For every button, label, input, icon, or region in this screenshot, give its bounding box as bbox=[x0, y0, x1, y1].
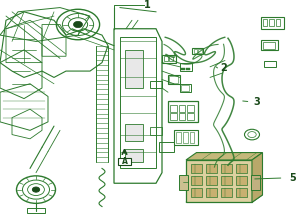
Bar bbox=[120, 37, 156, 168]
Bar bbox=[178, 175, 188, 190]
Bar bbox=[187, 105, 194, 112]
Text: 2: 2 bbox=[220, 63, 227, 73]
Bar bbox=[169, 76, 178, 83]
Bar bbox=[261, 17, 284, 29]
Text: 5: 5 bbox=[290, 173, 296, 183]
Bar bbox=[191, 188, 202, 197]
Bar bbox=[206, 176, 217, 185]
Bar bbox=[179, 105, 185, 112]
Bar bbox=[269, 18, 274, 26]
Bar bbox=[192, 48, 203, 54]
Bar bbox=[261, 40, 278, 50]
Bar bbox=[180, 84, 190, 92]
Bar bbox=[124, 124, 142, 141]
Bar bbox=[187, 113, 194, 120]
Bar bbox=[236, 176, 247, 185]
Bar bbox=[186, 68, 190, 70]
Bar bbox=[150, 127, 162, 135]
Bar bbox=[181, 85, 189, 91]
Bar bbox=[181, 68, 185, 70]
Bar bbox=[198, 49, 202, 53]
Bar bbox=[170, 113, 177, 120]
Circle shape bbox=[32, 187, 40, 192]
Bar bbox=[150, 81, 162, 88]
Bar bbox=[169, 56, 173, 61]
Bar bbox=[236, 188, 247, 197]
Bar bbox=[159, 142, 174, 152]
Text: 1: 1 bbox=[144, 0, 151, 11]
Bar bbox=[221, 164, 232, 173]
Bar bbox=[206, 164, 217, 173]
Bar bbox=[264, 61, 276, 67]
Circle shape bbox=[74, 21, 82, 28]
Bar bbox=[118, 158, 131, 165]
Bar bbox=[170, 105, 177, 112]
Bar bbox=[164, 56, 168, 61]
Bar bbox=[124, 149, 142, 162]
Bar bbox=[250, 175, 260, 190]
Bar bbox=[168, 75, 180, 84]
Bar bbox=[179, 113, 185, 120]
Polygon shape bbox=[252, 153, 262, 202]
Bar bbox=[263, 42, 275, 49]
Bar bbox=[221, 176, 232, 185]
Bar bbox=[191, 176, 202, 185]
Bar bbox=[190, 132, 194, 143]
Bar bbox=[176, 132, 181, 143]
Bar bbox=[180, 63, 192, 71]
Bar bbox=[186, 160, 252, 202]
Bar bbox=[27, 208, 45, 213]
Polygon shape bbox=[186, 153, 262, 160]
Polygon shape bbox=[186, 195, 262, 202]
Bar bbox=[183, 132, 188, 143]
Bar bbox=[221, 188, 232, 197]
Bar bbox=[168, 101, 198, 122]
Bar bbox=[262, 18, 267, 26]
Bar bbox=[236, 164, 247, 173]
Bar bbox=[162, 55, 175, 63]
Bar bbox=[194, 49, 197, 53]
Bar bbox=[124, 50, 142, 88]
Bar bbox=[191, 164, 202, 173]
Bar bbox=[206, 188, 217, 197]
Bar bbox=[276, 18, 280, 26]
Text: A: A bbox=[122, 157, 128, 166]
Bar bbox=[174, 130, 198, 145]
Text: 3: 3 bbox=[254, 97, 260, 107]
